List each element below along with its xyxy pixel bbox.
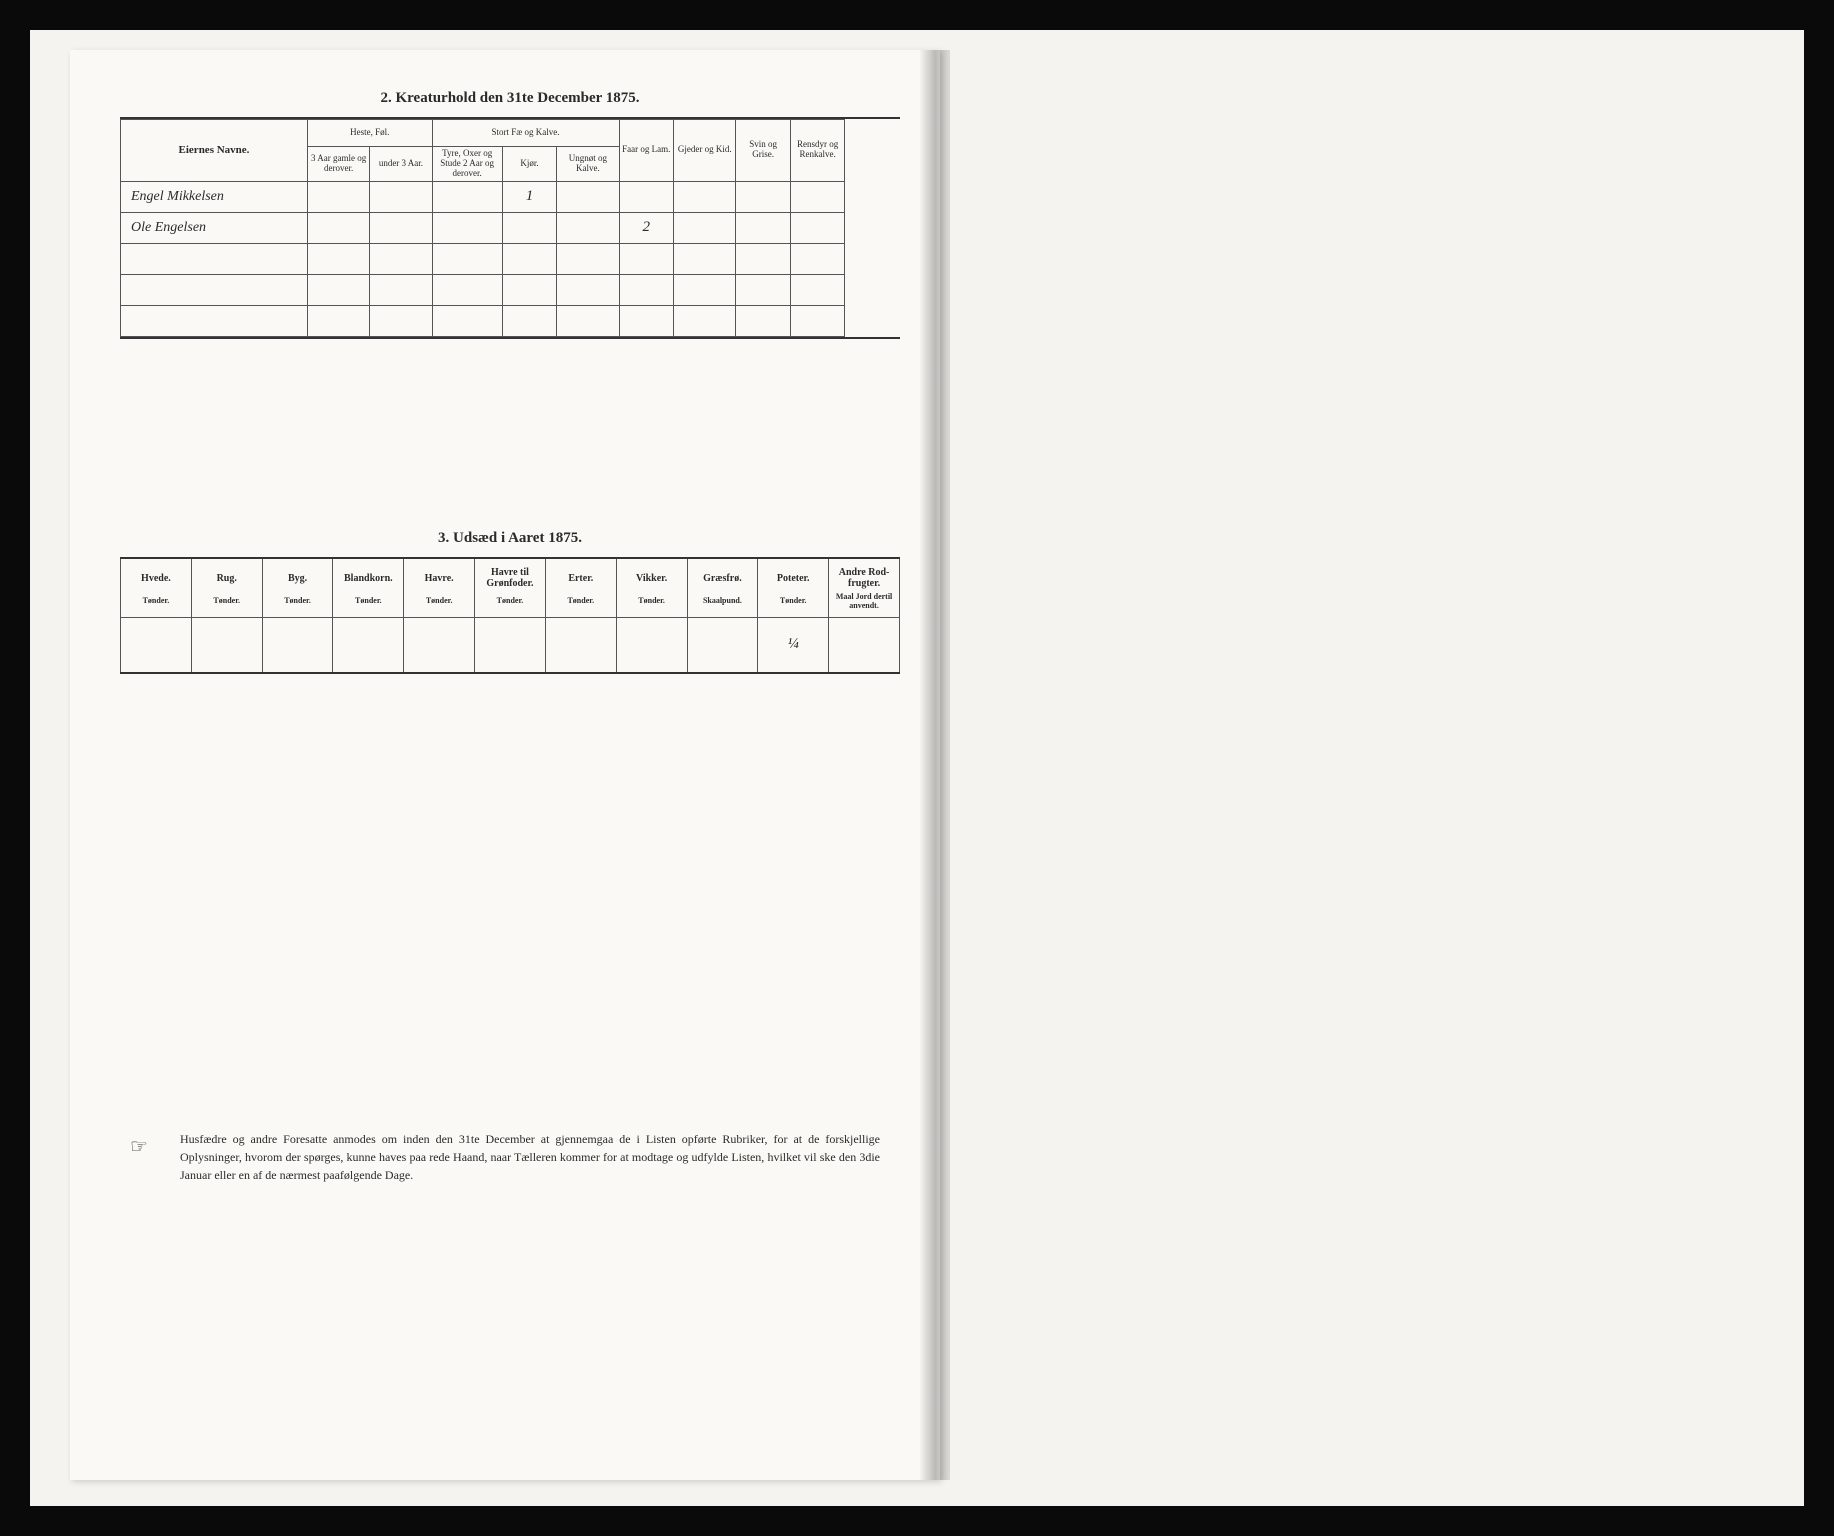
hdr-owner: Eiernes Navne. bbox=[121, 120, 308, 182]
hdr-unit: Tønder. bbox=[616, 591, 687, 617]
footer-note: ☞ Husfædre og andre Foresatte anmodes om… bbox=[180, 1130, 880, 1184]
table-row: Engel Mikkelsen 1 bbox=[121, 181, 900, 212]
cell bbox=[191, 617, 262, 673]
cell bbox=[262, 617, 333, 673]
cell bbox=[404, 617, 475, 673]
hdr-col: Poteter. bbox=[758, 558, 829, 591]
section-2-title: 2. Kreaturhold den 31te December 1875. bbox=[120, 90, 900, 107]
hdr-col: Blandkorn. bbox=[333, 558, 404, 591]
hdr-unit: Tønder. bbox=[191, 591, 262, 617]
cell bbox=[333, 617, 404, 673]
table-row bbox=[121, 274, 900, 305]
hdr-stort-a: Tyre, Oxer og Stude 2 Aar og derover. bbox=[432, 147, 502, 182]
hdr-faar: Faar og Lam. bbox=[619, 120, 674, 182]
table-row bbox=[121, 305, 900, 336]
hdr-col: Hvede. bbox=[121, 558, 192, 591]
hdr-stort-c: Ungnøt og Kalve. bbox=[557, 147, 619, 182]
pointing-hand-icon: ☞ bbox=[130, 1132, 148, 1162]
cell: ¼ bbox=[758, 617, 829, 673]
owner-name: Ole Engelsen bbox=[121, 212, 308, 243]
hdr-unit: Maal Jord dertil anvendt. bbox=[829, 591, 900, 617]
table-row: Ole Engelsen 2 bbox=[121, 212, 900, 243]
hdr-col: Vikker. bbox=[616, 558, 687, 591]
binding-shadow bbox=[920, 50, 950, 1480]
cell-kjor: 1 bbox=[502, 181, 557, 212]
cell bbox=[475, 617, 546, 673]
hdr-rensdyr: Rensdyr og Renkalve. bbox=[790, 120, 845, 182]
hdr-unit: Tønder. bbox=[404, 591, 475, 617]
cell-faar: 2 bbox=[619, 212, 674, 243]
hdr-col: Rug. bbox=[191, 558, 262, 591]
hdr-col: Andre Rod-frugter. bbox=[829, 558, 900, 591]
hdr-col: Havre. bbox=[404, 558, 475, 591]
hdr-unit: Skaalpund. bbox=[687, 591, 758, 617]
hdr-col: Græsfrø. bbox=[687, 558, 758, 591]
cell bbox=[829, 617, 900, 673]
sowing-table: Hvede. Rug. Byg. Blandkorn. Havre. Havre… bbox=[120, 557, 900, 674]
section-3-title: 3. Udsæd i Aaret 1875. bbox=[120, 530, 900, 547]
footer-note-text: Husfædre og andre Foresatte anmodes om i… bbox=[180, 1132, 880, 1182]
hdr-heste-a: 3 Aar gamle og derover. bbox=[307, 147, 369, 182]
hdr-heste-b: under 3 Aar. bbox=[370, 147, 432, 182]
hdr-unit: Tønder. bbox=[333, 591, 404, 617]
hdr-unit: Tønder. bbox=[262, 591, 333, 617]
hdr-col: Byg. bbox=[262, 558, 333, 591]
table-row: ¼ bbox=[121, 617, 900, 673]
hdr-col: Havre til Grønfoder. bbox=[475, 558, 546, 591]
hdr-heste-group: Heste, Føl. bbox=[307, 120, 432, 147]
livestock-table: Eiernes Navne. Heste, Føl. Stort Fæ og K… bbox=[120, 119, 900, 337]
cell bbox=[121, 617, 192, 673]
livestock-rows: Engel Mikkelsen 1 Ole Engelsen 2 bbox=[121, 181, 900, 336]
cell bbox=[687, 617, 758, 673]
hdr-svin: Svin og Grise. bbox=[736, 120, 791, 182]
cell-faar bbox=[619, 181, 674, 212]
hdr-stort-b: Kjør. bbox=[502, 147, 557, 182]
hdr-col: Erter. bbox=[545, 558, 616, 591]
cell-kjor bbox=[502, 212, 557, 243]
owner-name: Engel Mikkelsen bbox=[121, 181, 308, 212]
hdr-stort-group: Stort Fæ og Kalve. bbox=[432, 120, 619, 147]
section-2-kreaturhold: 2. Kreaturhold den 31te December 1875. E… bbox=[120, 90, 900, 339]
document-page: 2. Kreaturhold den 31te December 1875. E… bbox=[70, 50, 940, 1480]
hdr-unit: Tønder. bbox=[758, 591, 829, 617]
section-3-udsaed: 3. Udsæd i Aaret 1875. Hvede. Rug. Byg. … bbox=[120, 530, 900, 674]
hdr-gjeder: Gjeder og Kid. bbox=[674, 120, 736, 182]
scan-background: 2. Kreaturhold den 31te December 1875. E… bbox=[30, 30, 1804, 1506]
hdr-unit: Tønder. bbox=[121, 591, 192, 617]
hdr-unit: Tønder. bbox=[545, 591, 616, 617]
cell bbox=[545, 617, 616, 673]
hdr-unit: Tønder. bbox=[475, 591, 546, 617]
table-row bbox=[121, 243, 900, 274]
cell bbox=[616, 617, 687, 673]
